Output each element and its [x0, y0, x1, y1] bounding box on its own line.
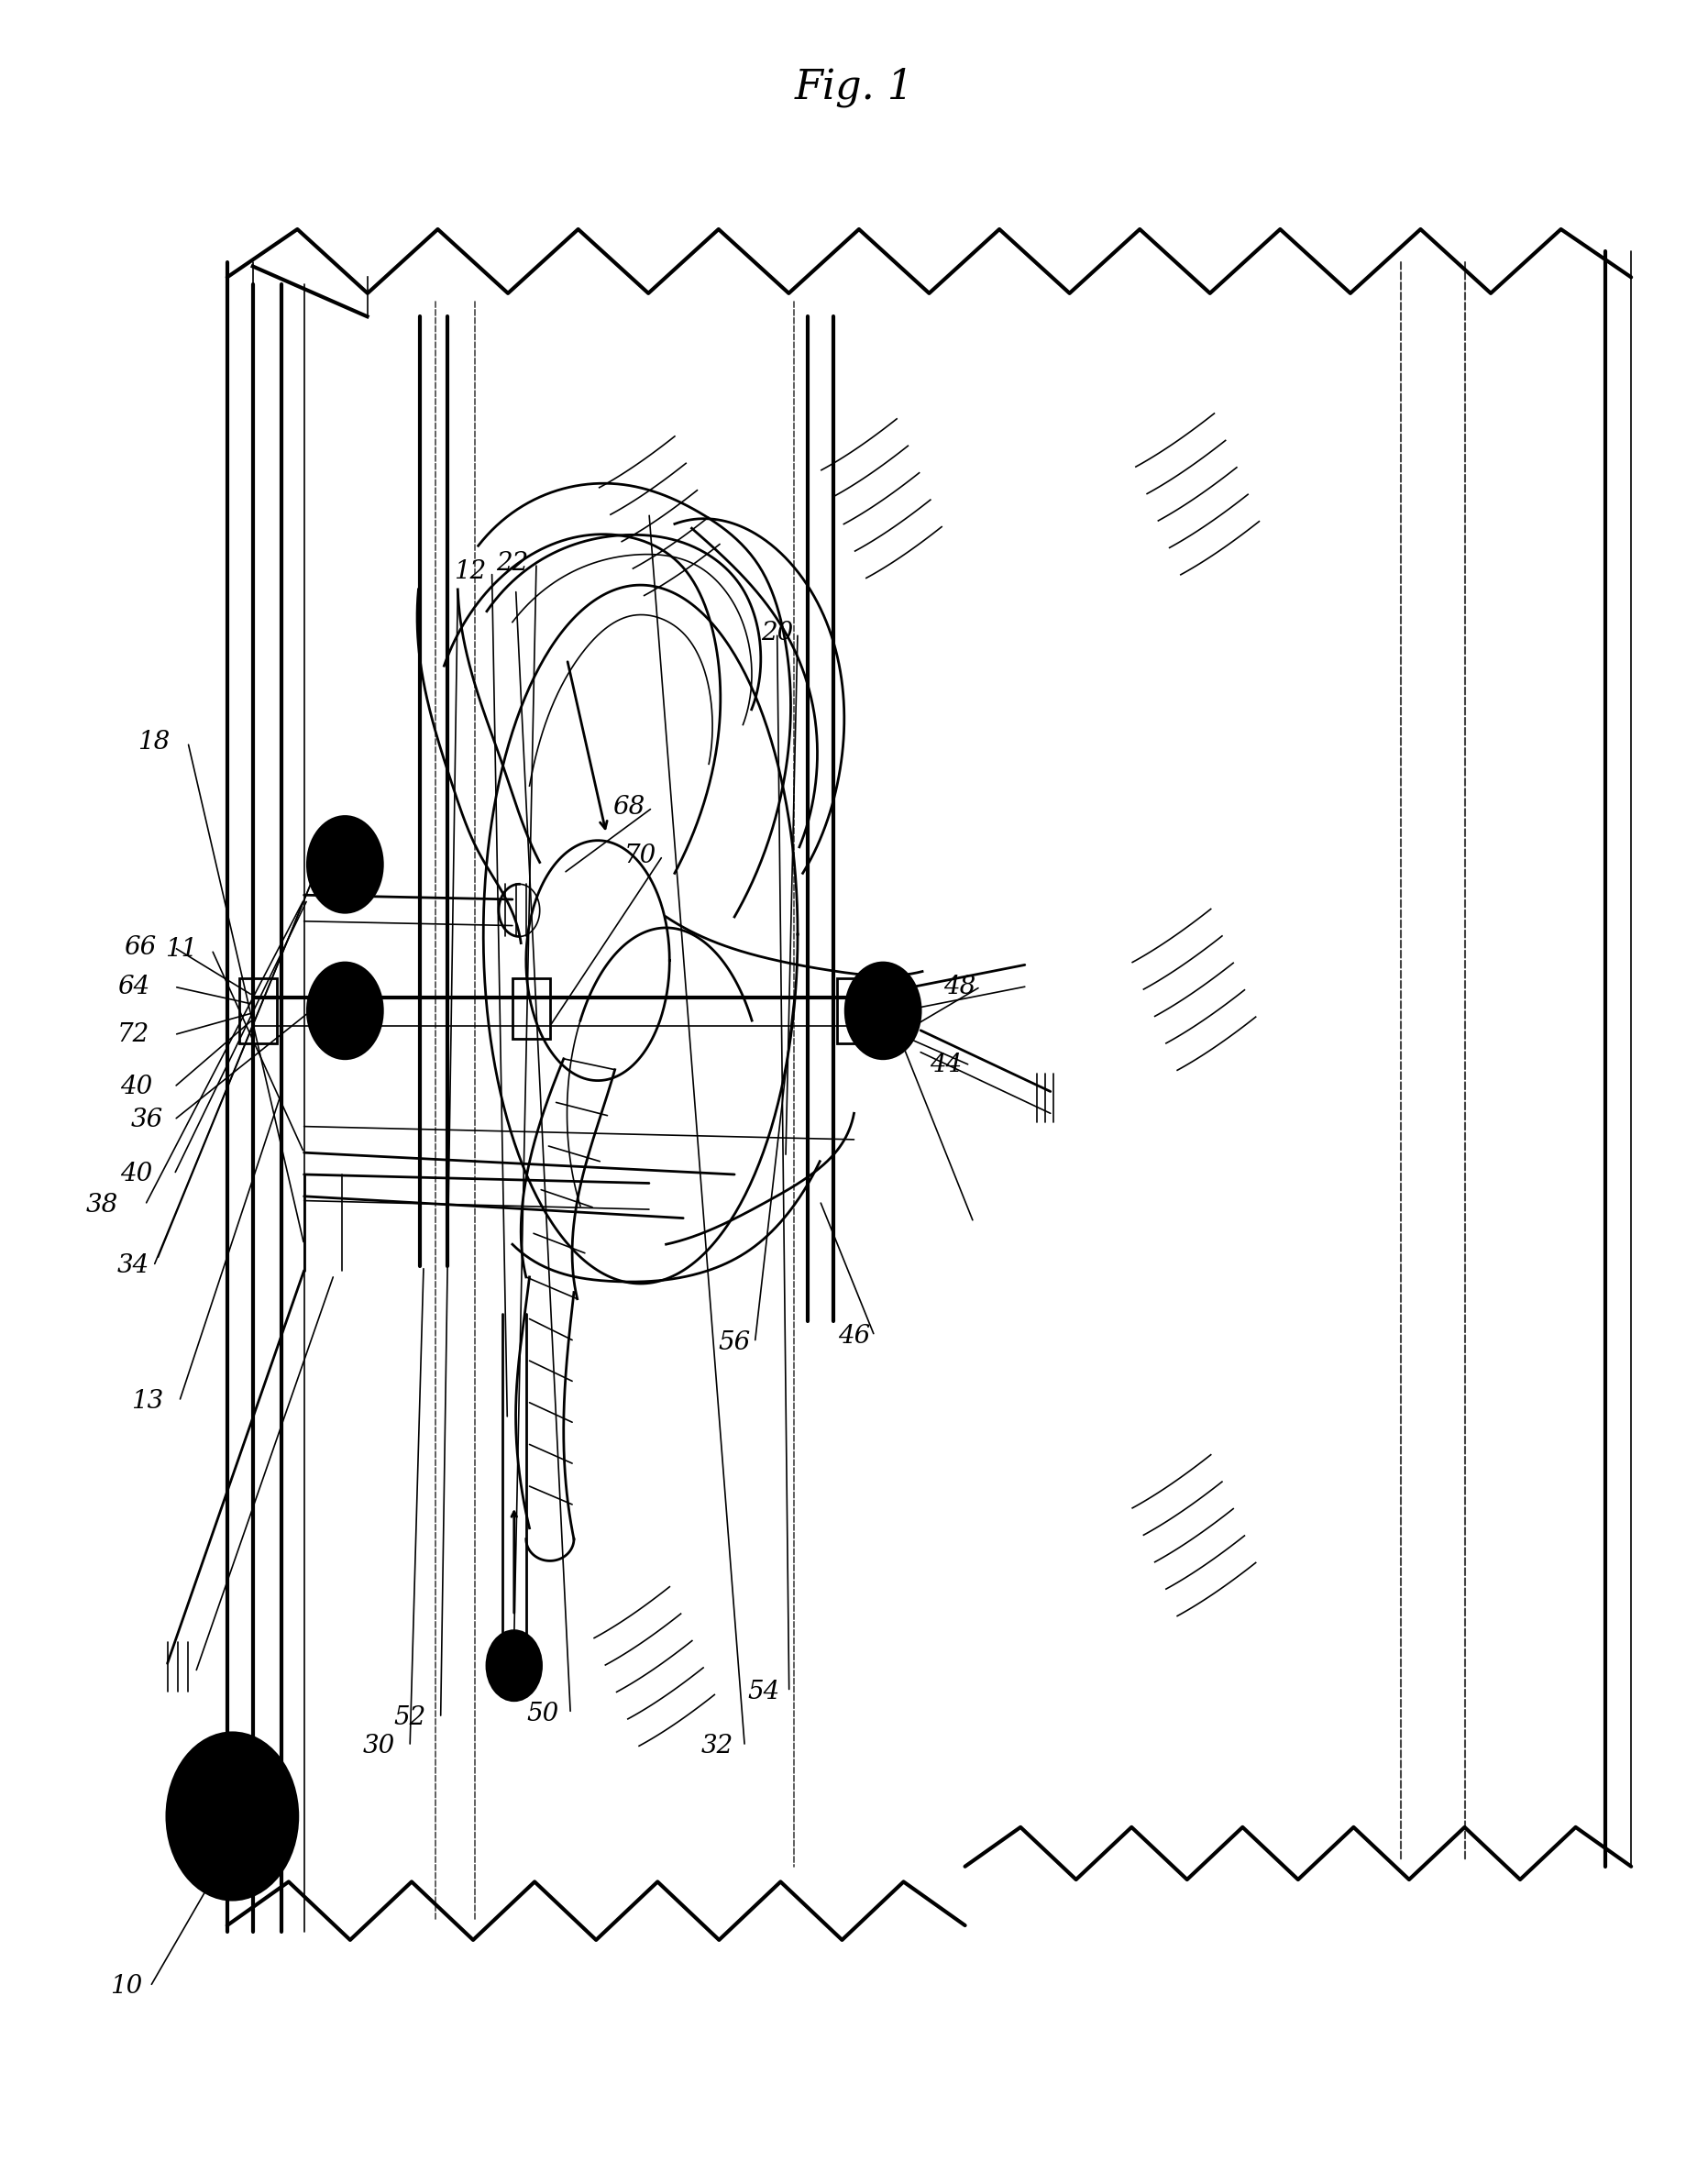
Text: 30: 30	[364, 1733, 395, 1759]
Text: 48: 48	[945, 974, 975, 1000]
Text: 34: 34	[118, 1253, 149, 1279]
Text: 13: 13	[132, 1388, 162, 1415]
Text: 18: 18	[138, 729, 169, 755]
Text: 66: 66	[125, 934, 155, 961]
Text: 32: 32	[702, 1733, 733, 1759]
Circle shape	[487, 1631, 541, 1701]
Text: 50: 50	[528, 1701, 559, 1727]
Text: 22: 22	[497, 550, 528, 576]
Bar	[512, 978, 550, 1039]
Text: 38: 38	[87, 1192, 118, 1218]
Bar	[837, 978, 874, 1043]
Text: 10: 10	[111, 1973, 142, 2000]
Bar	[239, 978, 277, 1043]
Text: 46: 46	[839, 1323, 869, 1349]
Circle shape	[307, 963, 383, 1059]
Text: 44: 44	[931, 1052, 962, 1078]
Text: 52: 52	[395, 1705, 425, 1731]
Text: Fig. 1: Fig. 1	[794, 68, 914, 107]
Circle shape	[307, 816, 383, 912]
Text: 12: 12	[454, 559, 485, 585]
Text: 20: 20	[762, 620, 793, 646]
Text: 68: 68	[613, 795, 644, 821]
Text: 54: 54	[748, 1679, 779, 1705]
Text: 64: 64	[118, 974, 149, 1000]
Circle shape	[845, 963, 921, 1059]
Text: 40: 40	[121, 1074, 152, 1100]
Text: 36: 36	[132, 1107, 162, 1133]
Text: 70: 70	[625, 843, 656, 869]
Text: 72: 72	[118, 1022, 149, 1048]
Circle shape	[167, 1733, 297, 1899]
Text: 11: 11	[166, 937, 196, 963]
Text: 56: 56	[719, 1329, 750, 1356]
Text: 40: 40	[121, 1161, 152, 1188]
